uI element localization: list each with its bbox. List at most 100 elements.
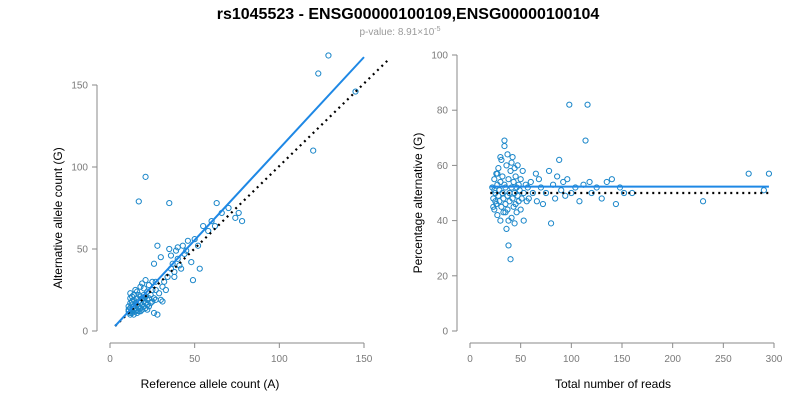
right-scatter-panel: 0 50 100 150 200 250 300 0 20 40 60 80 100 Total numb… <box>411 51 783 392</box>
data-point <box>178 265 185 272</box>
y-tick-label: 50 <box>77 245 89 256</box>
data-point <box>501 142 508 150</box>
data-point <box>529 189 536 197</box>
chart-title: rs1045523 - ENSG00000100109,ENSG00000100… <box>217 6 600 23</box>
data-point <box>511 165 518 172</box>
y-tick-label: 20 <box>437 271 449 282</box>
data-point <box>525 195 532 202</box>
data-point <box>512 173 519 180</box>
x-tick-label: 300 <box>766 354 783 365</box>
data-point <box>352 88 359 95</box>
data-point <box>156 290 163 297</box>
data-point <box>174 255 181 262</box>
data-point <box>145 281 153 289</box>
data-point <box>235 209 242 217</box>
x-tick-label: 100 <box>563 354 580 365</box>
data-point <box>507 167 514 175</box>
y-tick-label: 0 <box>442 327 448 338</box>
data-point <box>225 204 232 212</box>
data-point <box>497 154 504 161</box>
data-point <box>503 225 510 232</box>
data-point <box>154 311 161 318</box>
data-point <box>501 137 508 144</box>
data-point <box>194 242 202 249</box>
y-tick-label: 80 <box>437 106 449 117</box>
p-value-exponent: -5 <box>434 26 440 33</box>
x-tick-label: 0 <box>467 354 473 365</box>
x-axis-1: 0 50 100 150 200 250 300 <box>467 342 783 365</box>
data-point <box>519 167 526 175</box>
data-point <box>150 260 158 267</box>
p-value-text: p-value: 8.91×10 <box>359 27 434 38</box>
data-point <box>502 209 509 216</box>
data-point <box>157 296 164 303</box>
data-point <box>503 162 510 169</box>
data-point <box>205 227 212 235</box>
data-point <box>598 195 605 202</box>
data-point <box>498 156 505 163</box>
data-point <box>130 311 137 318</box>
data-point <box>208 218 215 225</box>
data-point <box>132 286 139 294</box>
data-point <box>608 176 615 183</box>
data-point <box>150 295 158 302</box>
x-axis-title: Total number of reads <box>555 377 671 391</box>
data-point <box>232 214 239 221</box>
x-axis-title: Reference allele count (A) <box>141 377 280 391</box>
data-point <box>140 291 147 299</box>
x-tick-label: 250 <box>715 354 732 365</box>
y-tick-label: 100 <box>71 163 88 174</box>
data-point <box>520 217 527 224</box>
data-point <box>497 217 504 224</box>
x-tick-label: 0 <box>107 354 113 365</box>
data-point <box>140 285 147 292</box>
data-point <box>509 154 516 161</box>
data-point <box>527 178 534 186</box>
data-point <box>492 198 499 205</box>
data-point <box>491 176 498 183</box>
data-point <box>213 199 220 207</box>
data-point <box>554 173 561 180</box>
data-point <box>142 173 149 180</box>
data-point <box>582 137 589 144</box>
data-point <box>133 309 141 317</box>
data-point <box>505 217 512 224</box>
data-point <box>603 178 610 186</box>
data-point <box>157 254 164 261</box>
y-axis-1: 0 20 40 60 80 100 <box>431 51 458 338</box>
y-axis-0: 0 50 100 150 <box>71 81 98 338</box>
data-point <box>495 165 502 172</box>
data-point <box>507 256 514 263</box>
data-point <box>494 211 501 219</box>
data-point <box>179 242 186 249</box>
x-tick-label: 200 <box>664 354 681 365</box>
data-point <box>517 206 524 213</box>
data-point <box>145 303 153 310</box>
data-point <box>137 308 144 315</box>
data-point <box>200 222 207 230</box>
y-tick-label: 150 <box>71 81 88 92</box>
data-point <box>491 206 498 213</box>
data-point <box>211 222 219 230</box>
data-point <box>169 260 176 267</box>
data-point <box>620 189 628 197</box>
data-point <box>166 245 173 253</box>
data-point <box>499 173 506 180</box>
data-point <box>765 170 773 177</box>
data-point <box>142 277 149 284</box>
data-point <box>137 283 144 290</box>
data-point <box>542 189 550 197</box>
data-point <box>533 198 540 205</box>
data-point <box>562 192 569 199</box>
chart-subtitle: p-value: 8.91×10-5 <box>359 26 440 38</box>
y-axis-title: Alternative allele count (G) <box>51 147 65 288</box>
data-point <box>535 176 543 183</box>
data-points <box>489 101 773 263</box>
data-point <box>188 259 195 266</box>
data-point <box>133 288 141 295</box>
data-point <box>310 147 317 154</box>
data-point <box>494 170 501 177</box>
data-point <box>498 203 505 210</box>
data-point <box>171 273 178 280</box>
data-point <box>184 237 191 244</box>
